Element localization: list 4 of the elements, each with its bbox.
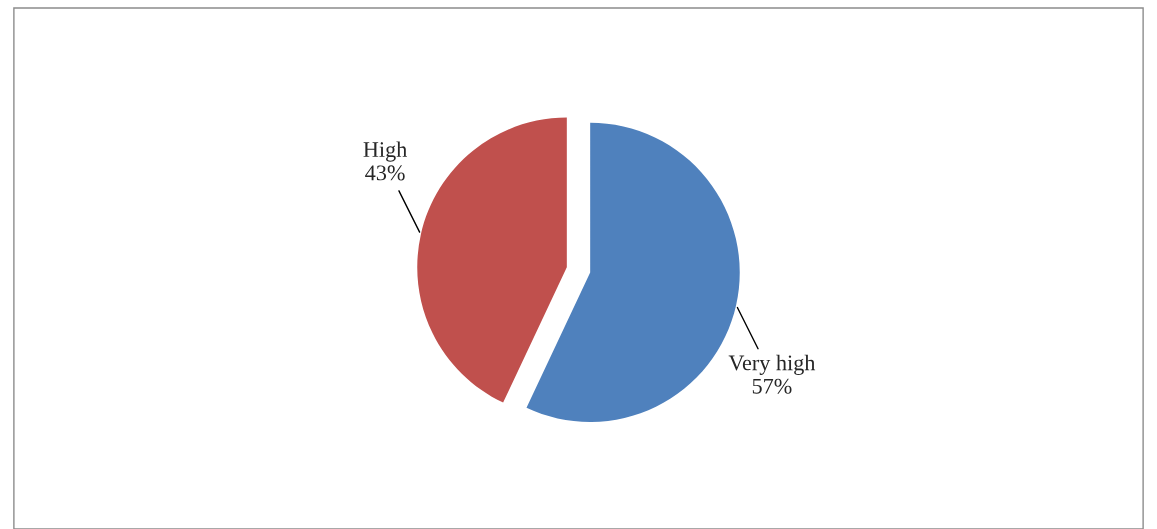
data-label: 43% bbox=[365, 165, 405, 181]
slice-label: High bbox=[363, 141, 408, 162]
slice-label: Very high bbox=[728, 354, 816, 375]
data-label: 57% bbox=[752, 378, 792, 394]
